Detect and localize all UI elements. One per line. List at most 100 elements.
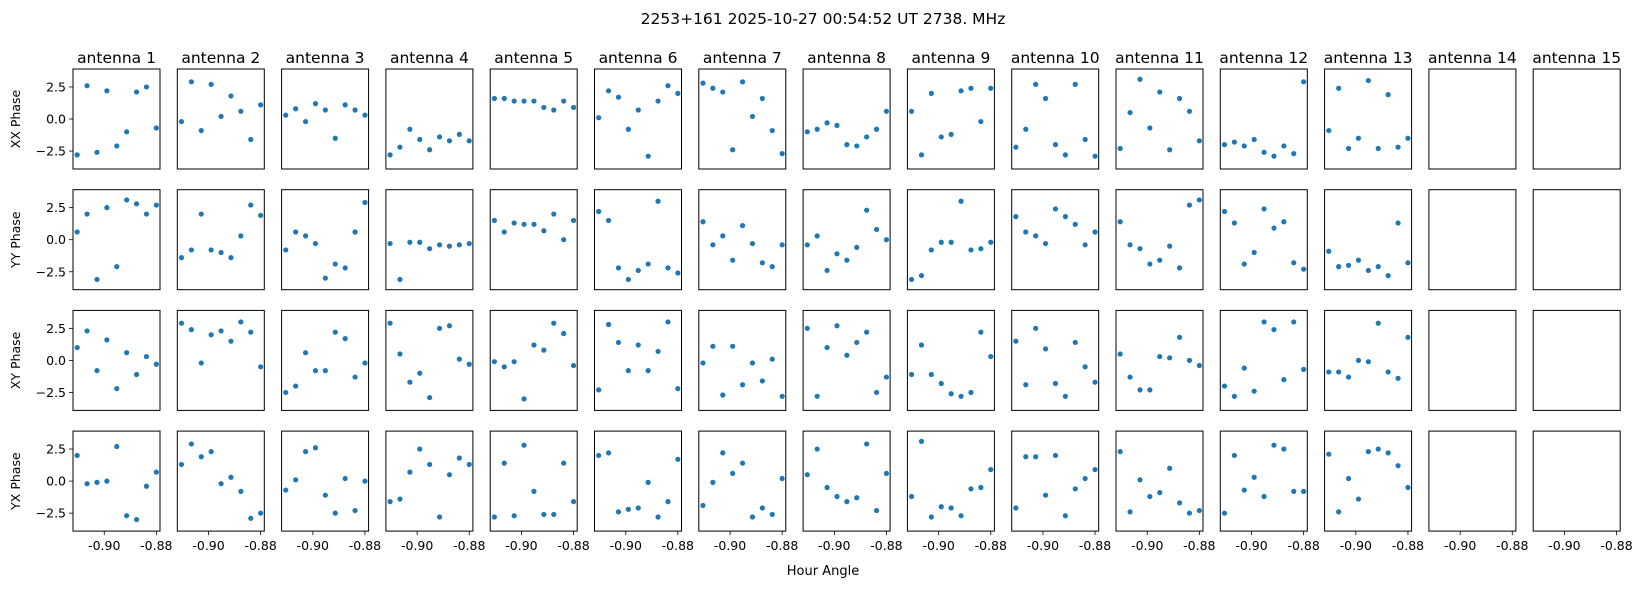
antenna-title: antenna 5 [494,49,573,67]
data-point [1137,477,1143,483]
data-point [928,90,934,96]
data-point [1186,108,1193,114]
subplot-frame [1115,68,1204,170]
data-point [218,113,224,120]
data-point [928,371,934,378]
data-point [208,247,214,253]
data-point [834,122,840,129]
y-tick-label: −2.5 [36,506,66,521]
data-point [605,217,612,224]
data-point [94,276,100,283]
data-point [1042,95,1049,102]
y-tick-label: 0.0 [46,232,66,247]
data-point [1291,319,1297,325]
data-point [1395,144,1401,150]
data-point [864,207,870,213]
data-point [1196,197,1202,203]
subplot-frame [72,68,161,170]
data-point [188,327,194,333]
data-point [124,197,130,203]
data-point [312,240,319,247]
data-point [293,383,299,389]
data-point [153,361,159,367]
data-point [938,134,944,140]
data-point [739,79,746,85]
data-point [1395,220,1401,226]
data-point [1251,136,1257,143]
subplot-frame [489,430,578,532]
data-point [645,153,651,159]
subplot-frame [281,309,370,411]
subplot-frame [176,68,265,170]
data-point [1395,375,1401,381]
data-point [312,445,319,451]
data-point [1013,338,1019,344]
data-point [1147,261,1153,267]
data-point [283,389,289,396]
data-point [1052,206,1059,212]
data-point [491,514,497,520]
data-point [332,135,338,141]
data-point [342,336,348,342]
data-point [596,387,602,393]
data-point [1231,220,1237,226]
data-point [208,81,214,87]
data-point [1281,377,1287,383]
data-point [958,393,964,399]
data-point [293,229,299,235]
data-point [1281,143,1287,149]
x-tick-label: -0.88 [766,538,798,553]
x-tick-label: -0.90 [922,538,954,553]
data-point [908,493,915,500]
data-point [570,217,577,224]
data-point [436,514,443,520]
data-point [248,515,254,521]
data-point [1301,366,1307,372]
data-point [1062,214,1068,220]
data-point [74,152,80,158]
data-point [1117,145,1123,152]
data-point [446,472,453,478]
data-point [1167,147,1173,153]
y-tick-label: −2.5 [36,264,66,279]
data-point [302,118,309,125]
data-point [208,449,214,455]
data-point [1271,153,1277,159]
subplot-frame [698,430,787,532]
data-point [864,329,870,335]
data-point [1042,240,1049,247]
antenna-title: antenna 8 [807,49,886,67]
data-point [978,484,984,491]
data-point [928,247,934,253]
data-point [178,118,185,125]
data-point [938,504,944,510]
data-point [1127,374,1133,380]
data-point [188,247,194,253]
subplot-frame [906,309,995,411]
subplot-frame [906,68,995,170]
data-point [84,481,90,487]
antenna-title: antenna 2 [181,49,260,67]
data-point [417,136,423,143]
data-point [1365,359,1371,365]
data-point [114,443,120,450]
data-point [938,239,944,245]
data-point [605,321,612,328]
y-tick-label: −2.5 [36,144,66,159]
data-point [675,386,681,392]
data-point [804,242,810,248]
subplot-frame [489,68,578,170]
data-point [541,511,547,518]
data-point [248,329,254,335]
x-tick-label: -0.90 [1235,538,1267,553]
data-point [1127,109,1133,116]
data-point [1137,76,1143,82]
data-point [1176,334,1183,340]
data-point [948,239,954,245]
subplot-frame [385,309,474,411]
data-point [94,479,100,485]
data-point [570,104,577,111]
data-point [124,513,130,519]
subplot-frame [1532,68,1621,170]
data-point [1355,135,1362,141]
